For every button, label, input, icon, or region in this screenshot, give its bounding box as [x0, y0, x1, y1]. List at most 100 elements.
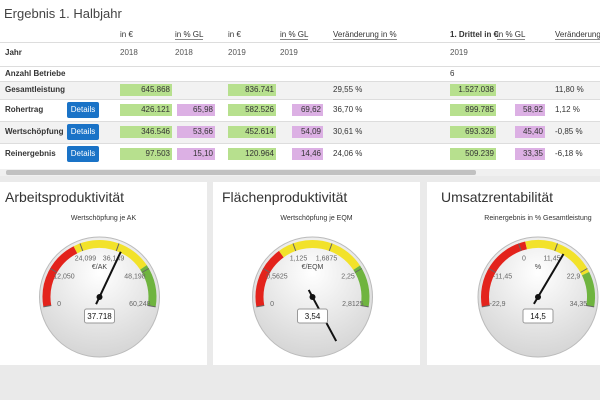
cell-value: -6,18 % [555, 149, 583, 158]
tick-label: 12,050 [53, 273, 75, 280]
year-label: 2018 [120, 48, 138, 57]
cell-value: 15,10 [192, 149, 213, 158]
cell-highlight [515, 104, 545, 116]
gauge-title: Arbeitsproduktivität [5, 189, 124, 205]
tick-mark [115, 243, 120, 252]
cell-value: 29,55 % [333, 85, 363, 94]
cell-highlight [228, 84, 276, 96]
cell-value: 69,62 [300, 105, 321, 114]
tick-mark [43, 305, 52, 308]
tick-mark [262, 268, 271, 273]
details-button[interactable]: Details [67, 124, 99, 140]
column-header: in % GL [175, 30, 204, 40]
tick-mark [354, 268, 363, 273]
tick-label: 2,8125 [342, 301, 364, 308]
gauge-subtitle: Reinergebnis in % Gesamtleistung [484, 215, 591, 222]
cell-value: 693.328 [465, 127, 494, 136]
column-header: in € [120, 30, 133, 39]
cell-value: 452.614 [245, 127, 274, 136]
cell-value: 120.964 [245, 149, 274, 158]
cell-value: 30,61 % [333, 127, 363, 136]
column-header: 1. Drittel in € [450, 30, 499, 39]
cell-highlight [120, 84, 172, 96]
gauge-unit: €/AK [92, 264, 108, 271]
row-header: Jahr [5, 48, 22, 57]
scrollbar[interactable] [0, 169, 600, 176]
gauge-subtitle: Wertschöpfung je EQM [280, 215, 352, 222]
details-button[interactable]: Details [67, 146, 99, 162]
year-label: 2019 [228, 48, 246, 57]
tick-mark [256, 305, 265, 308]
separator [0, 42, 600, 43]
value-box [84, 308, 115, 324]
gauge-band [581, 271, 595, 307]
cell-highlight [228, 126, 276, 138]
gauge-value: 37.718 [87, 312, 112, 321]
tick-label: 0,5625 [266, 274, 288, 281]
table: in € 2018 in % GL 2018 in € 2019 in % GL 2019 Ve… [0, 28, 600, 168]
column-header: in € [228, 30, 241, 39]
needle-pivot [309, 294, 316, 300]
column-header: Veränderung [555, 30, 600, 40]
gauge-panel: Arbeitsproduktivität Wertschöpfung je AK 0… [0, 176, 600, 400]
cell-highlight [450, 84, 496, 96]
tick-mark [481, 305, 490, 308]
cell-value: 11,80 % [555, 85, 584, 94]
cell-highlight [120, 104, 172, 116]
tick-label: 0 [57, 301, 61, 308]
cell-value: 582.526 [245, 105, 274, 114]
tick-mark [360, 305, 369, 308]
tick-mark [79, 243, 84, 252]
cell-value: 97.503 [145, 149, 170, 158]
cell-highlight [177, 148, 215, 160]
cell-value: 426.121 [141, 105, 170, 114]
cell-highlight [177, 126, 215, 138]
tick-mark [328, 243, 333, 252]
row-separator [0, 66, 600, 67]
value-box [522, 308, 554, 324]
cell-highlight [228, 148, 276, 160]
cell-value: 54,09 [300, 127, 321, 136]
cell-value: 53,66 [192, 127, 213, 136]
value-box [297, 308, 328, 324]
tick-label: 1,6875 [316, 255, 338, 262]
cell-highlight [228, 104, 276, 116]
gauge-band [73, 240, 147, 270]
tick-mark [554, 243, 558, 252]
cell-value: 6 [450, 68, 455, 78]
row-separator [0, 143, 600, 144]
page-title: Ergebnis 1. Halbjahr [4, 6, 122, 21]
cell-value: 65,98 [192, 105, 213, 114]
cell-highlight [515, 126, 545, 138]
cell-value: 14,46 [300, 149, 321, 158]
cell-value: 33,35 [522, 149, 543, 158]
row-label: Rohertrag [5, 105, 44, 114]
details-button[interactable]: Details [67, 102, 99, 118]
needle-pivot [96, 294, 103, 300]
cell-highlight [450, 126, 496, 138]
year-label: 2019 [450, 48, 468, 57]
row-separator [0, 99, 600, 100]
gauge-title: Flächenproduktivität [222, 189, 347, 205]
gauge-value: 14,5 [530, 312, 546, 321]
tick-label: 36,149 [103, 255, 125, 262]
column-header: Veränderung in % [333, 30, 397, 40]
cell-value: 645.868 [141, 85, 170, 94]
cell-value: 45,40 [522, 127, 543, 136]
tick-mark [141, 268, 150, 273]
tick-label: 11,45 [544, 255, 561, 262]
column-header: in % GL [280, 30, 309, 40]
gauge-subtitle: Wertschöpfung je AK [71, 215, 137, 222]
gauge-band [525, 240, 590, 276]
cell-value: 1,12 % [555, 105, 580, 114]
row-separator [0, 81, 600, 82]
row-label: Wertschöpfung [5, 127, 64, 136]
tick-label: 34,35 [570, 301, 588, 308]
gauge-value: 3,54 [305, 312, 321, 321]
gauge-unit: €/EQM [302, 264, 324, 271]
cell-value: 346.546 [141, 127, 170, 136]
cell-value: 836.741 [245, 85, 274, 94]
cell-highlight [292, 126, 323, 138]
gauge-band [278, 240, 360, 271]
